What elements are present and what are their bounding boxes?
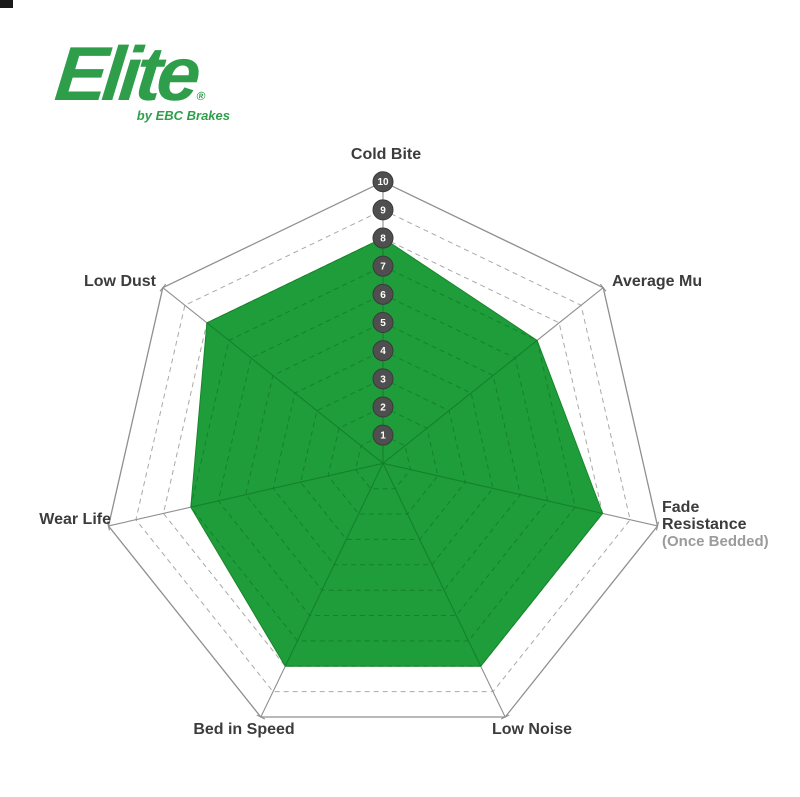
brand-logo: Elite® by EBC Brakes bbox=[51, 31, 247, 123]
axis-label-wear-life: Wear Life bbox=[39, 511, 111, 528]
scale-tick-circle bbox=[372, 283, 394, 305]
axis-label-cold-bite: Cold Bite bbox=[350, 146, 422, 163]
scale-tick-label: 2 bbox=[380, 402, 386, 413]
scale-tick-label: 1 bbox=[380, 431, 386, 442]
scale-tick-label: 7 bbox=[380, 262, 386, 273]
corner-artifact bbox=[0, 0, 13, 8]
scale-tick-circle bbox=[372, 199, 394, 221]
scale-tick-circle bbox=[372, 171, 394, 193]
grid-ring bbox=[107, 180, 659, 718]
axis-label-average-mu: Average Mu bbox=[612, 273, 703, 290]
scale-tick-label: 4 bbox=[380, 346, 386, 357]
scale-tick-circle bbox=[372, 424, 394, 446]
axis-end-tick bbox=[500, 714, 510, 720]
scale-tick-label: 10 bbox=[377, 177, 389, 188]
scale-tick-circle bbox=[372, 255, 394, 277]
axis-label-fade-resistance-text: Fade Resistance bbox=[662, 499, 747, 533]
axis-label-low-noise: Low Noise bbox=[491, 721, 572, 738]
axis-end-tick bbox=[599, 283, 607, 292]
axis-end-tick bbox=[106, 521, 110, 531]
scale-tick-label: 8 bbox=[380, 234, 386, 245]
grid-ring bbox=[135, 209, 631, 693]
axis-sublabel-once-bedded: (Once Bedded) bbox=[662, 533, 769, 550]
scale-tick-circle bbox=[372, 312, 394, 333]
scale-tick-label: 6 bbox=[380, 290, 386, 301]
axis-end-tick bbox=[256, 714, 266, 720]
brand-subtitle: by EBC Brakes bbox=[136, 108, 230, 123]
scale-tick-label: 3 bbox=[380, 374, 386, 385]
axis-label-fade-resistance: Fade Resistance (Once Bedded) bbox=[662, 499, 792, 550]
scale-tick-circle bbox=[372, 368, 394, 390]
scale-tick-label: 5 bbox=[380, 318, 386, 329]
scale-tick-circle bbox=[372, 396, 394, 418]
scale-tick-circle bbox=[372, 340, 394, 362]
axis-end-tick bbox=[656, 521, 660, 531]
scale-tick-label: 9 bbox=[380, 205, 386, 216]
axis-label-bed-in-speed: Bed in Speed bbox=[193, 721, 295, 738]
scale-tick-circle bbox=[372, 227, 394, 249]
axis-end-tick bbox=[159, 283, 167, 292]
axis-label-low-dust: Low Dust bbox=[84, 273, 156, 290]
